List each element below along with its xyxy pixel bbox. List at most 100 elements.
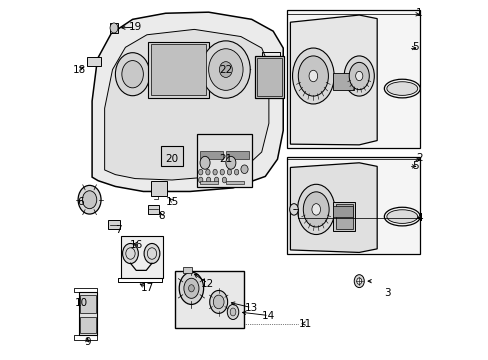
Bar	[79, 292, 97, 335]
Ellipse shape	[297, 184, 334, 234]
Ellipse shape	[122, 60, 143, 88]
Bar	[147, 205, 159, 214]
Text: 6: 6	[77, 197, 83, 207]
Text: 4: 4	[415, 213, 422, 222]
Ellipse shape	[201, 41, 250, 98]
Bar	[199, 151, 223, 159]
Bar	[161, 146, 183, 166]
Ellipse shape	[292, 48, 333, 104]
Ellipse shape	[355, 71, 362, 81]
Ellipse shape	[213, 295, 224, 309]
Text: 18: 18	[73, 64, 86, 75]
Bar	[110, 23, 118, 33]
Ellipse shape	[183, 278, 199, 298]
Ellipse shape	[298, 56, 328, 96]
Ellipse shape	[234, 169, 238, 175]
Ellipse shape	[115, 53, 149, 96]
Text: 2: 2	[415, 153, 422, 163]
Ellipse shape	[198, 177, 203, 183]
Ellipse shape	[82, 191, 97, 209]
Ellipse shape	[188, 285, 194, 292]
Bar	[148, 42, 208, 98]
Ellipse shape	[209, 291, 227, 314]
Text: 9: 9	[84, 337, 91, 347]
Bar	[80, 317, 96, 333]
Bar	[197, 134, 251, 187]
Bar	[256, 58, 281, 96]
Ellipse shape	[214, 177, 218, 183]
Ellipse shape	[308, 70, 317, 82]
Text: 8: 8	[158, 211, 164, 221]
Bar	[121, 236, 163, 278]
Polygon shape	[290, 15, 376, 145]
Ellipse shape	[212, 169, 217, 175]
Ellipse shape	[241, 165, 247, 174]
Ellipse shape	[122, 243, 138, 264]
Bar	[286, 157, 419, 253]
Ellipse shape	[227, 169, 231, 175]
Text: 1: 1	[415, 8, 422, 18]
Ellipse shape	[289, 204, 298, 215]
Text: 15: 15	[165, 197, 178, 207]
Ellipse shape	[200, 156, 210, 169]
Text: 10: 10	[75, 298, 88, 308]
Ellipse shape	[348, 62, 368, 90]
Ellipse shape	[110, 23, 118, 33]
Bar	[225, 151, 249, 159]
Ellipse shape	[344, 56, 373, 96]
Ellipse shape	[144, 243, 160, 264]
Text: 7: 7	[115, 225, 122, 235]
Text: 21: 21	[219, 154, 232, 164]
Ellipse shape	[219, 62, 232, 77]
Ellipse shape	[78, 185, 101, 214]
Ellipse shape	[198, 169, 203, 175]
Ellipse shape	[220, 169, 224, 175]
Bar	[199, 181, 218, 184]
Text: 5: 5	[412, 42, 418, 52]
Ellipse shape	[205, 169, 210, 175]
Ellipse shape	[179, 272, 203, 305]
Ellipse shape	[386, 210, 417, 224]
Bar	[86, 57, 101, 66]
Polygon shape	[92, 12, 283, 192]
Ellipse shape	[353, 275, 364, 288]
Text: 19: 19	[128, 22, 142, 32]
Bar	[225, 181, 244, 184]
Polygon shape	[290, 163, 376, 252]
Text: 11: 11	[298, 319, 311, 329]
Text: 5: 5	[412, 161, 418, 171]
Bar	[286, 10, 419, 148]
Ellipse shape	[384, 207, 419, 226]
Text: 13: 13	[244, 303, 258, 314]
Bar	[108, 220, 120, 229]
Bar	[80, 296, 96, 314]
Ellipse shape	[356, 278, 361, 284]
Ellipse shape	[225, 156, 235, 169]
Text: 3: 3	[384, 288, 390, 298]
Text: 12: 12	[201, 279, 214, 289]
Bar	[174, 271, 244, 328]
Bar	[254, 56, 284, 98]
Text: 22: 22	[219, 64, 232, 75]
Bar	[151, 181, 167, 196]
Text: 16: 16	[130, 239, 143, 249]
Ellipse shape	[386, 82, 417, 95]
Bar	[333, 206, 352, 217]
Text: 20: 20	[165, 154, 178, 164]
Bar	[151, 44, 205, 95]
Ellipse shape	[384, 79, 419, 98]
Bar	[333, 202, 354, 231]
Polygon shape	[104, 30, 268, 180]
Ellipse shape	[208, 49, 243, 90]
Ellipse shape	[222, 177, 226, 183]
Ellipse shape	[303, 192, 328, 227]
Text: 14: 14	[262, 311, 275, 321]
Bar	[335, 204, 352, 229]
Ellipse shape	[230, 308, 235, 316]
Bar	[183, 267, 192, 273]
Ellipse shape	[206, 177, 210, 183]
Text: 17: 17	[140, 283, 153, 293]
Bar	[333, 73, 353, 90]
Ellipse shape	[227, 305, 238, 319]
Ellipse shape	[311, 204, 320, 215]
